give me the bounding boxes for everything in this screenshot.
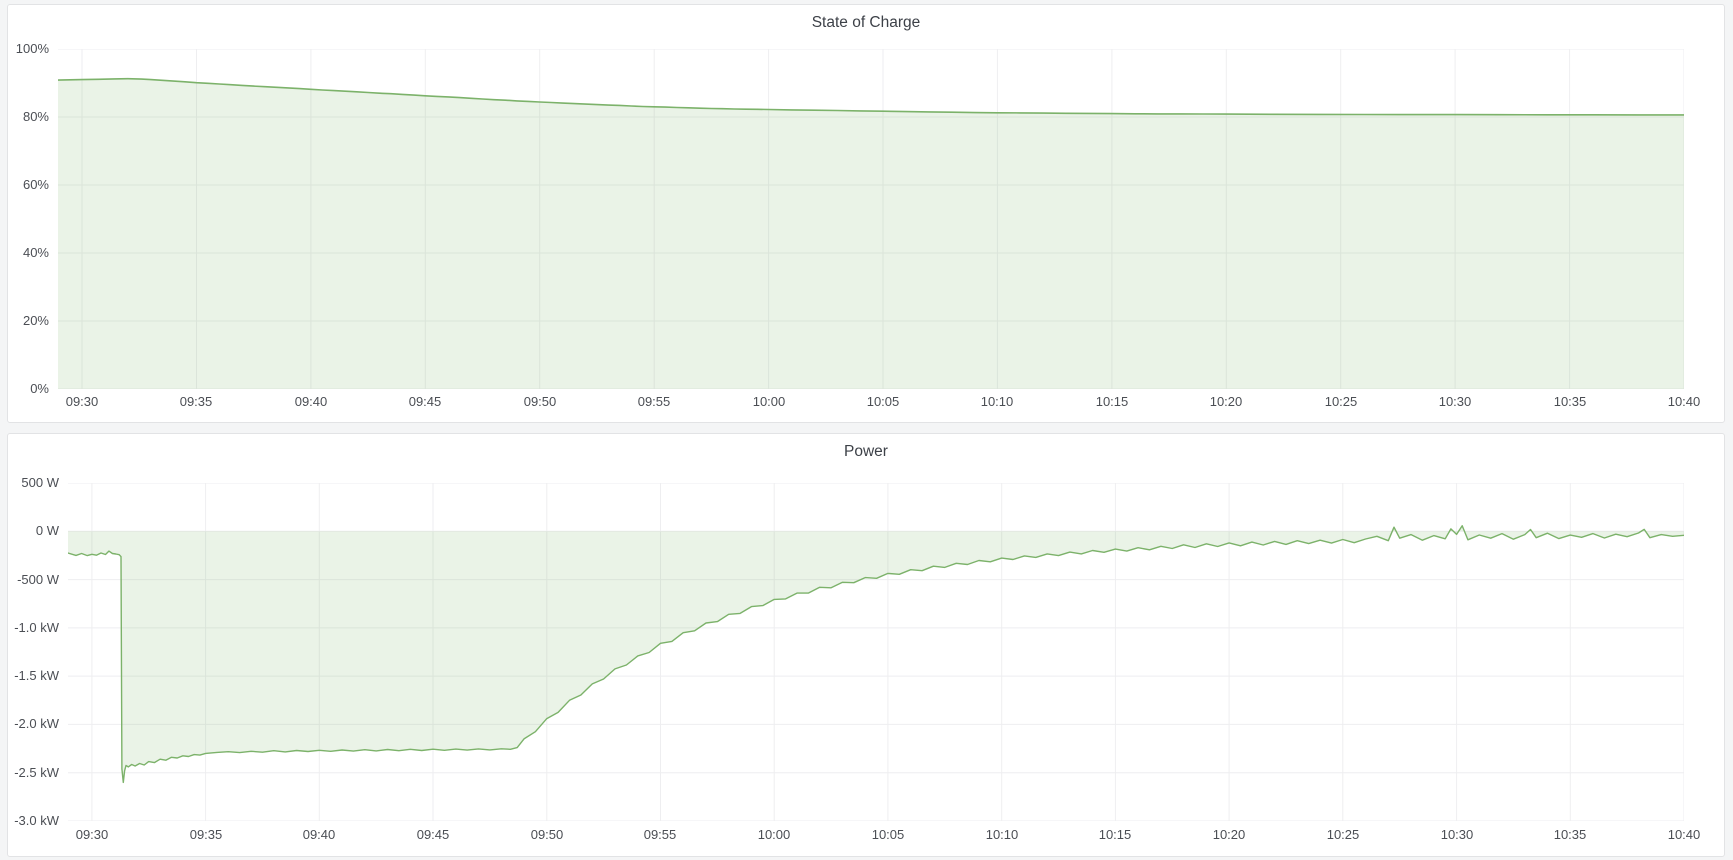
x-tick-label: 10:35 <box>1553 394 1587 409</box>
gridlines <box>68 483 1684 821</box>
series-line <box>68 525 1684 784</box>
y-tick-label: 20% <box>22 313 49 328</box>
x-tick-label: 09:35 <box>189 827 223 842</box>
x-tick-label: 10:25 <box>1326 827 1360 842</box>
y-tick-label: -2.5 kW <box>14 765 59 780</box>
y-tick-label: -500 W <box>17 572 59 587</box>
x-tick-label: 09:40 <box>302 827 336 842</box>
x-tick-label: 09:50 <box>523 394 557 409</box>
x-tick-label: 10:05 <box>871 827 905 842</box>
x-tick-label: 10:40 <box>1667 827 1701 842</box>
x-tick-label: 09:30 <box>75 827 109 842</box>
x-tick-label: 09:55 <box>643 827 677 842</box>
power-chart-plot[interactable] <box>68 483 1684 821</box>
panel-title-state-of-charge[interactable]: State of Charge <box>811 14 921 31</box>
x-tick-label: 10:25 <box>1324 394 1358 409</box>
power-y-axis: 500 W 0 W -500 W -1.0 kW -1.5 kW -2.0 kW -2.5 … <box>8 475 59 828</box>
x-tick-label: 10:05 <box>866 394 900 409</box>
x-tick-label: 10:30 <box>1440 827 1474 842</box>
soc-y-axis: 0% 20% 40% 60% 80% 100% <box>8 41 49 396</box>
x-tick-label: 09:45 <box>408 394 442 409</box>
x-tick-label: 10:10 <box>980 394 1014 409</box>
chart-canvas <box>58 49 1684 389</box>
y-tick-label: 80% <box>22 109 49 124</box>
x-tick-label: 10:20 <box>1209 394 1243 409</box>
x-tick-label: 10:00 <box>757 827 791 842</box>
power-x-axis: 09:30 09:35 09:40 09:45 09:50 09:55 10:00 10:05… <box>68 827 1701 844</box>
x-tick-label: 09:50 <box>530 827 564 842</box>
x-tick-label: 09:40 <box>294 394 328 409</box>
x-tick-label: 09:45 <box>416 827 450 842</box>
x-tick-label: 10:35 <box>1553 827 1587 842</box>
panel-power: Power 500 W 0 W -500 W -1.0 kW -1.5 kW -2.0 k… <box>7 433 1725 857</box>
y-tick-label: 500 W <box>21 475 59 490</box>
dashboard: State of Charge 0% 20% 40% 60% 80% 100% 09:30… <box>7 4 1725 857</box>
series-area-fill <box>58 78 1684 389</box>
x-tick-label: 10:15 <box>1098 827 1132 842</box>
x-tick-label: 10:40 <box>1667 394 1701 409</box>
y-tick-label: 0% <box>30 381 49 396</box>
y-tick-label: 0 W <box>35 523 59 538</box>
x-tick-label: 10:30 <box>1438 394 1472 409</box>
x-tick-label: 10:20 <box>1212 827 1246 842</box>
x-tick-label: 09:30 <box>65 394 99 409</box>
gridlines <box>58 49 1684 389</box>
series-area-fill <box>68 525 1684 783</box>
y-tick-label: 60% <box>22 177 49 192</box>
chart-canvas <box>68 483 1684 821</box>
x-tick-label: 10:10 <box>985 827 1019 842</box>
y-tick-label: 100% <box>15 41 49 56</box>
x-tick-label: 10:00 <box>752 394 786 409</box>
panel-state-of-charge: State of Charge 0% 20% 40% 60% 80% 100% 09:30… <box>7 4 1725 423</box>
series-line <box>58 77 1684 116</box>
y-tick-label: -3.0 kW <box>14 813 59 828</box>
y-tick-label: -2.0 kW <box>14 716 59 731</box>
y-tick-label: 40% <box>22 245 49 260</box>
panel-title-power[interactable]: Power <box>844 443 888 460</box>
y-tick-label: -1.0 kW <box>14 620 59 635</box>
soc-x-axis: 09:30 09:35 09:40 09:45 09:50 09:55 10:00 10:05… <box>58 394 1701 411</box>
x-tick-label: 09:55 <box>637 394 671 409</box>
x-tick-label: 10:15 <box>1095 394 1129 409</box>
x-tick-label: 09:35 <box>179 394 213 409</box>
soc-chart-plot[interactable] <box>58 49 1684 389</box>
y-tick-label: -1.5 kW <box>14 668 59 683</box>
